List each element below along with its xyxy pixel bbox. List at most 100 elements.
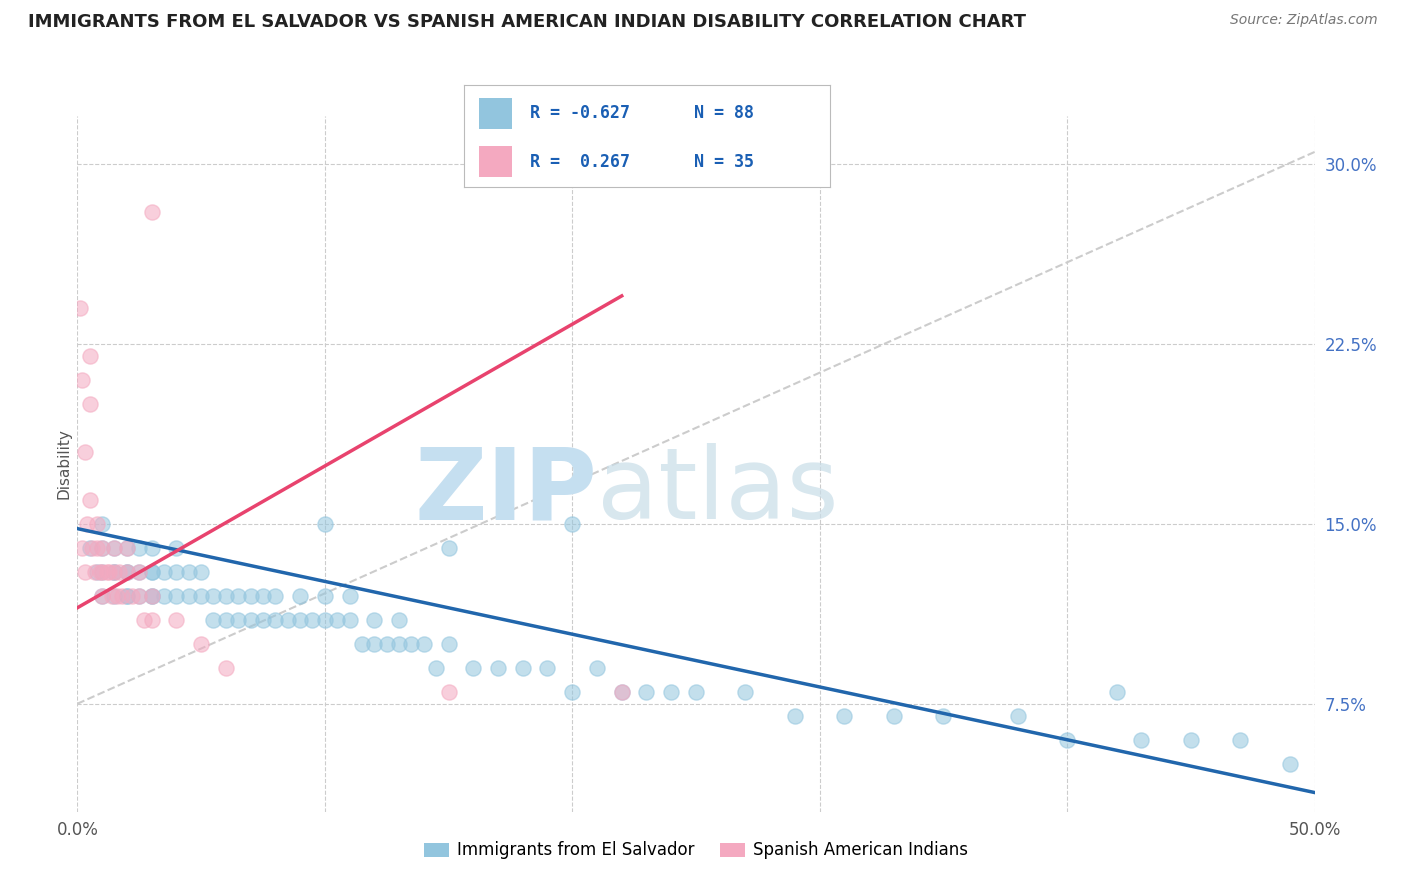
Point <box>1229 732 1251 747</box>
Point <box>141 541 163 555</box>
Point <box>79 397 101 411</box>
Point <box>437 541 460 555</box>
Point <box>339 613 361 627</box>
Point <box>734 685 756 699</box>
Point <box>215 613 238 627</box>
Point <box>73 565 96 579</box>
Point <box>141 565 163 579</box>
Point <box>1007 708 1029 723</box>
Point <box>326 613 349 627</box>
Point <box>202 589 225 603</box>
Point <box>783 708 806 723</box>
Point <box>103 565 125 579</box>
Point <box>239 613 262 627</box>
Point <box>314 589 336 603</box>
Point <box>128 565 150 579</box>
Point <box>339 589 361 603</box>
Point <box>141 205 163 219</box>
Point <box>437 637 460 651</box>
Text: R =  0.267: R = 0.267 <box>530 153 630 170</box>
Point <box>425 661 447 675</box>
Point <box>314 516 336 531</box>
Point <box>91 589 114 603</box>
Point <box>141 589 163 603</box>
Point <box>215 589 238 603</box>
Point <box>277 613 299 627</box>
Point <box>115 565 138 579</box>
Point <box>363 637 385 651</box>
Y-axis label: Disability: Disability <box>56 428 72 500</box>
Point <box>1180 732 1202 747</box>
Point <box>190 637 212 651</box>
Point <box>79 349 101 363</box>
Point <box>105 589 128 603</box>
Point <box>96 565 118 579</box>
Point <box>83 565 105 579</box>
Point <box>69 301 91 315</box>
Point <box>463 661 485 675</box>
Point <box>252 589 274 603</box>
Point <box>153 565 176 579</box>
Point <box>141 565 163 579</box>
Point <box>226 613 249 627</box>
Point <box>264 589 287 603</box>
Point <box>288 613 311 627</box>
Point <box>202 613 225 627</box>
Text: Source: ZipAtlas.com: Source: ZipAtlas.com <box>1230 13 1378 28</box>
Point <box>103 589 125 603</box>
Point <box>388 613 411 627</box>
Point <box>215 661 238 675</box>
Point <box>115 541 138 555</box>
Point <box>91 589 114 603</box>
Point <box>834 708 856 723</box>
Point <box>115 541 138 555</box>
Point <box>108 565 131 579</box>
Point <box>76 516 98 531</box>
Point <box>128 589 150 603</box>
Point <box>128 565 150 579</box>
Text: ZIP: ZIP <box>415 443 598 541</box>
Point <box>89 565 111 579</box>
Point <box>350 637 373 651</box>
Point <box>115 565 138 579</box>
Point <box>79 492 101 507</box>
Point <box>486 661 509 675</box>
Point <box>103 541 125 555</box>
Point <box>190 589 212 603</box>
Point <box>111 589 134 603</box>
Point <box>98 565 121 579</box>
Point <box>165 589 187 603</box>
Point <box>72 373 94 387</box>
Point <box>883 708 905 723</box>
Point <box>73 445 96 459</box>
Point <box>586 661 609 675</box>
Text: N = 88: N = 88 <box>695 104 754 122</box>
Point <box>536 661 558 675</box>
Point <box>86 516 108 531</box>
Point <box>103 565 125 579</box>
Point <box>165 541 187 555</box>
Point <box>363 613 385 627</box>
Point <box>375 637 398 651</box>
Point <box>103 541 125 555</box>
Point <box>239 589 262 603</box>
Point <box>288 589 311 603</box>
Point <box>226 589 249 603</box>
Point <box>115 565 138 579</box>
Point <box>79 541 101 555</box>
Point <box>165 613 187 627</box>
Point <box>121 589 143 603</box>
Point <box>82 541 104 555</box>
Point <box>610 685 633 699</box>
Point <box>561 685 583 699</box>
Point <box>1130 732 1153 747</box>
Point <box>264 613 287 627</box>
Point <box>301 613 323 627</box>
Text: atlas: atlas <box>598 443 838 541</box>
Point <box>141 589 163 603</box>
Point <box>153 589 176 603</box>
Point <box>115 589 138 603</box>
Point <box>134 613 156 627</box>
Point <box>314 613 336 627</box>
Point <box>388 637 411 651</box>
